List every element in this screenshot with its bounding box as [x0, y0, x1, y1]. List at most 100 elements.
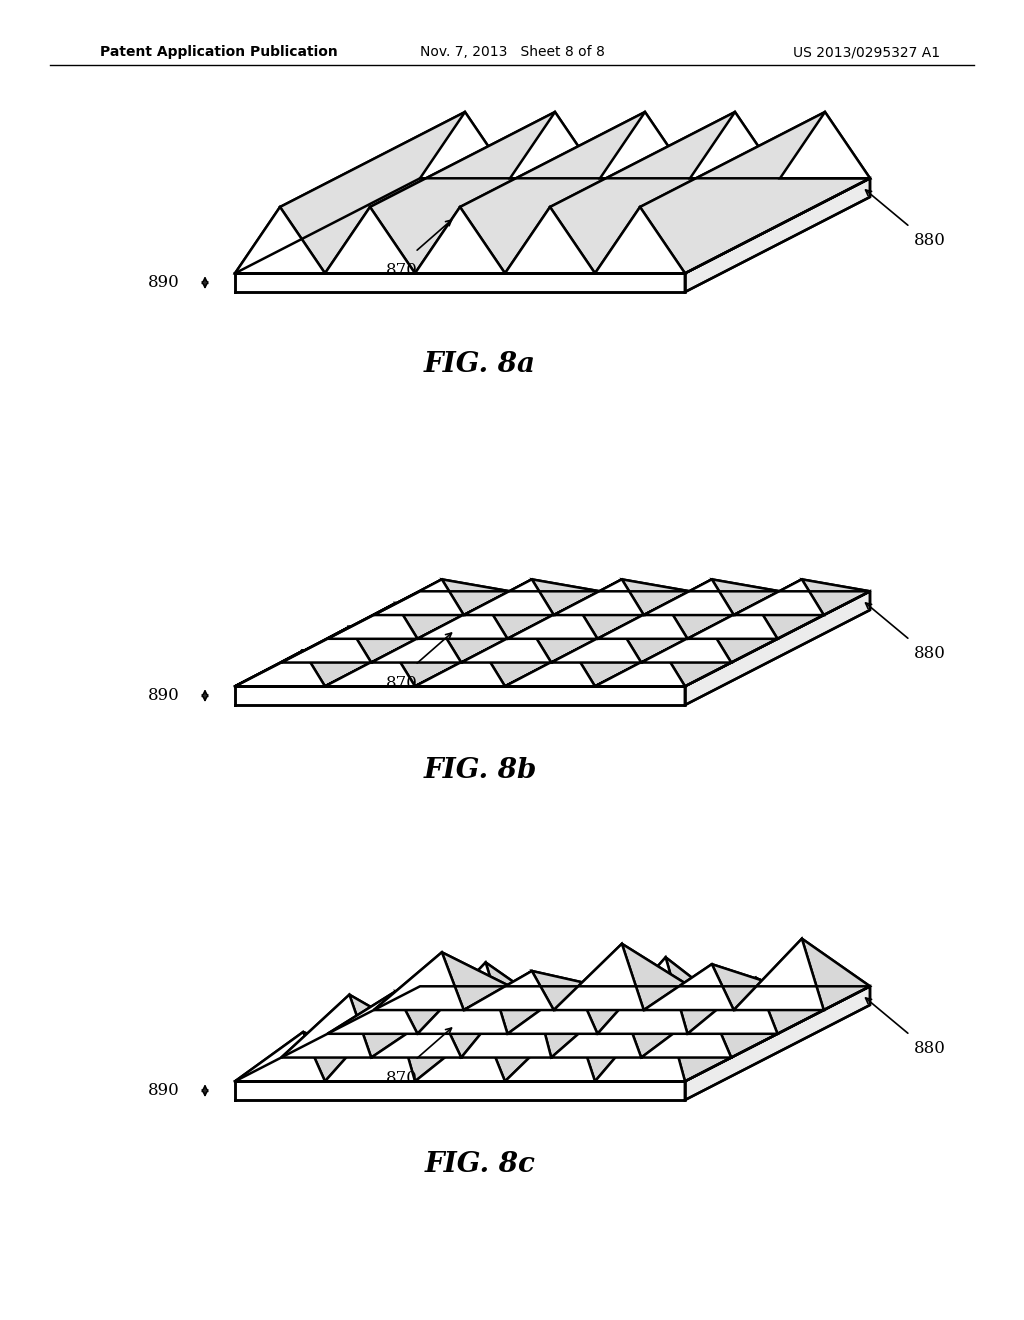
Polygon shape — [415, 112, 645, 273]
Polygon shape — [234, 1081, 685, 1100]
Polygon shape — [393, 1005, 461, 1081]
Polygon shape — [644, 964, 734, 1010]
Polygon shape — [415, 651, 483, 686]
Polygon shape — [687, 978, 756, 1034]
Polygon shape — [554, 985, 644, 1010]
Polygon shape — [640, 112, 870, 273]
Polygon shape — [349, 627, 418, 663]
Polygon shape — [439, 627, 508, 663]
Polygon shape — [734, 579, 802, 615]
Polygon shape — [551, 998, 641, 1057]
Polygon shape — [780, 939, 870, 986]
Text: 880: 880 — [914, 232, 946, 249]
Polygon shape — [597, 998, 687, 1034]
Polygon shape — [234, 651, 303, 686]
Polygon shape — [575, 985, 644, 1034]
Polygon shape — [325, 1005, 415, 1081]
Polygon shape — [551, 651, 641, 663]
Polygon shape — [464, 962, 554, 1010]
Polygon shape — [372, 1011, 461, 1057]
Polygon shape — [328, 991, 418, 1034]
Polygon shape — [622, 944, 690, 1010]
Polygon shape — [595, 207, 685, 273]
Polygon shape — [756, 978, 823, 1034]
Text: 880: 880 — [914, 645, 946, 663]
Polygon shape — [461, 651, 551, 663]
Polygon shape — [597, 957, 687, 1034]
Polygon shape — [529, 627, 597, 663]
Polygon shape — [554, 603, 644, 615]
Polygon shape — [687, 627, 777, 639]
Polygon shape — [442, 579, 510, 615]
Polygon shape — [641, 627, 731, 663]
Polygon shape — [595, 112, 825, 273]
Polygon shape — [282, 627, 372, 663]
Polygon shape — [483, 1027, 551, 1081]
Polygon shape — [464, 579, 531, 615]
Polygon shape — [734, 939, 823, 1010]
Polygon shape — [461, 1027, 551, 1057]
Polygon shape — [531, 579, 600, 615]
Polygon shape — [234, 651, 325, 686]
Text: 890: 890 — [148, 275, 180, 292]
Polygon shape — [372, 651, 461, 663]
Polygon shape — [685, 986, 870, 1100]
Polygon shape — [461, 974, 551, 1057]
Polygon shape — [644, 957, 734, 1010]
Polygon shape — [734, 939, 802, 1010]
Polygon shape — [551, 1015, 641, 1057]
Text: 870: 870 — [386, 675, 418, 692]
Polygon shape — [595, 1002, 664, 1081]
Polygon shape — [597, 603, 687, 639]
Polygon shape — [508, 985, 597, 1034]
Polygon shape — [328, 627, 418, 639]
Polygon shape — [234, 686, 685, 705]
Polygon shape — [597, 627, 687, 639]
Polygon shape — [325, 112, 555, 273]
Polygon shape — [420, 952, 510, 986]
Polygon shape — [600, 944, 690, 986]
Polygon shape — [418, 603, 485, 639]
Polygon shape — [508, 627, 597, 639]
Polygon shape — [508, 974, 597, 1034]
Polygon shape — [282, 995, 349, 1057]
Polygon shape — [550, 112, 780, 273]
Polygon shape — [234, 591, 870, 686]
Polygon shape — [505, 207, 595, 273]
Polygon shape — [439, 1011, 508, 1057]
Polygon shape — [510, 972, 600, 986]
Polygon shape — [483, 651, 551, 686]
Polygon shape — [282, 627, 349, 663]
Polygon shape — [595, 651, 685, 686]
Text: US 2013/0295327 A1: US 2013/0295327 A1 — [793, 45, 940, 59]
Polygon shape — [644, 579, 712, 615]
Polygon shape — [415, 1027, 505, 1081]
Polygon shape — [531, 972, 600, 1010]
Polygon shape — [325, 651, 415, 686]
Polygon shape — [595, 1002, 685, 1081]
Polygon shape — [641, 1007, 731, 1057]
Text: 890: 890 — [148, 1082, 180, 1100]
Polygon shape — [644, 603, 734, 615]
Polygon shape — [325, 651, 393, 686]
Polygon shape — [282, 1032, 372, 1057]
Polygon shape — [234, 112, 465, 273]
Polygon shape — [485, 962, 554, 1034]
Polygon shape — [282, 995, 372, 1057]
Polygon shape — [461, 627, 529, 663]
Polygon shape — [395, 603, 464, 639]
Polygon shape — [234, 1032, 303, 1081]
Polygon shape — [374, 579, 442, 615]
Polygon shape — [780, 579, 870, 591]
Polygon shape — [551, 998, 620, 1057]
Polygon shape — [575, 603, 644, 639]
Polygon shape — [554, 944, 622, 1010]
Polygon shape — [328, 603, 418, 639]
Polygon shape — [415, 1027, 483, 1081]
Polygon shape — [734, 603, 823, 615]
Polygon shape — [325, 207, 415, 273]
Polygon shape — [328, 603, 395, 639]
Polygon shape — [485, 603, 554, 639]
Polygon shape — [372, 627, 439, 663]
Polygon shape — [687, 1007, 777, 1034]
